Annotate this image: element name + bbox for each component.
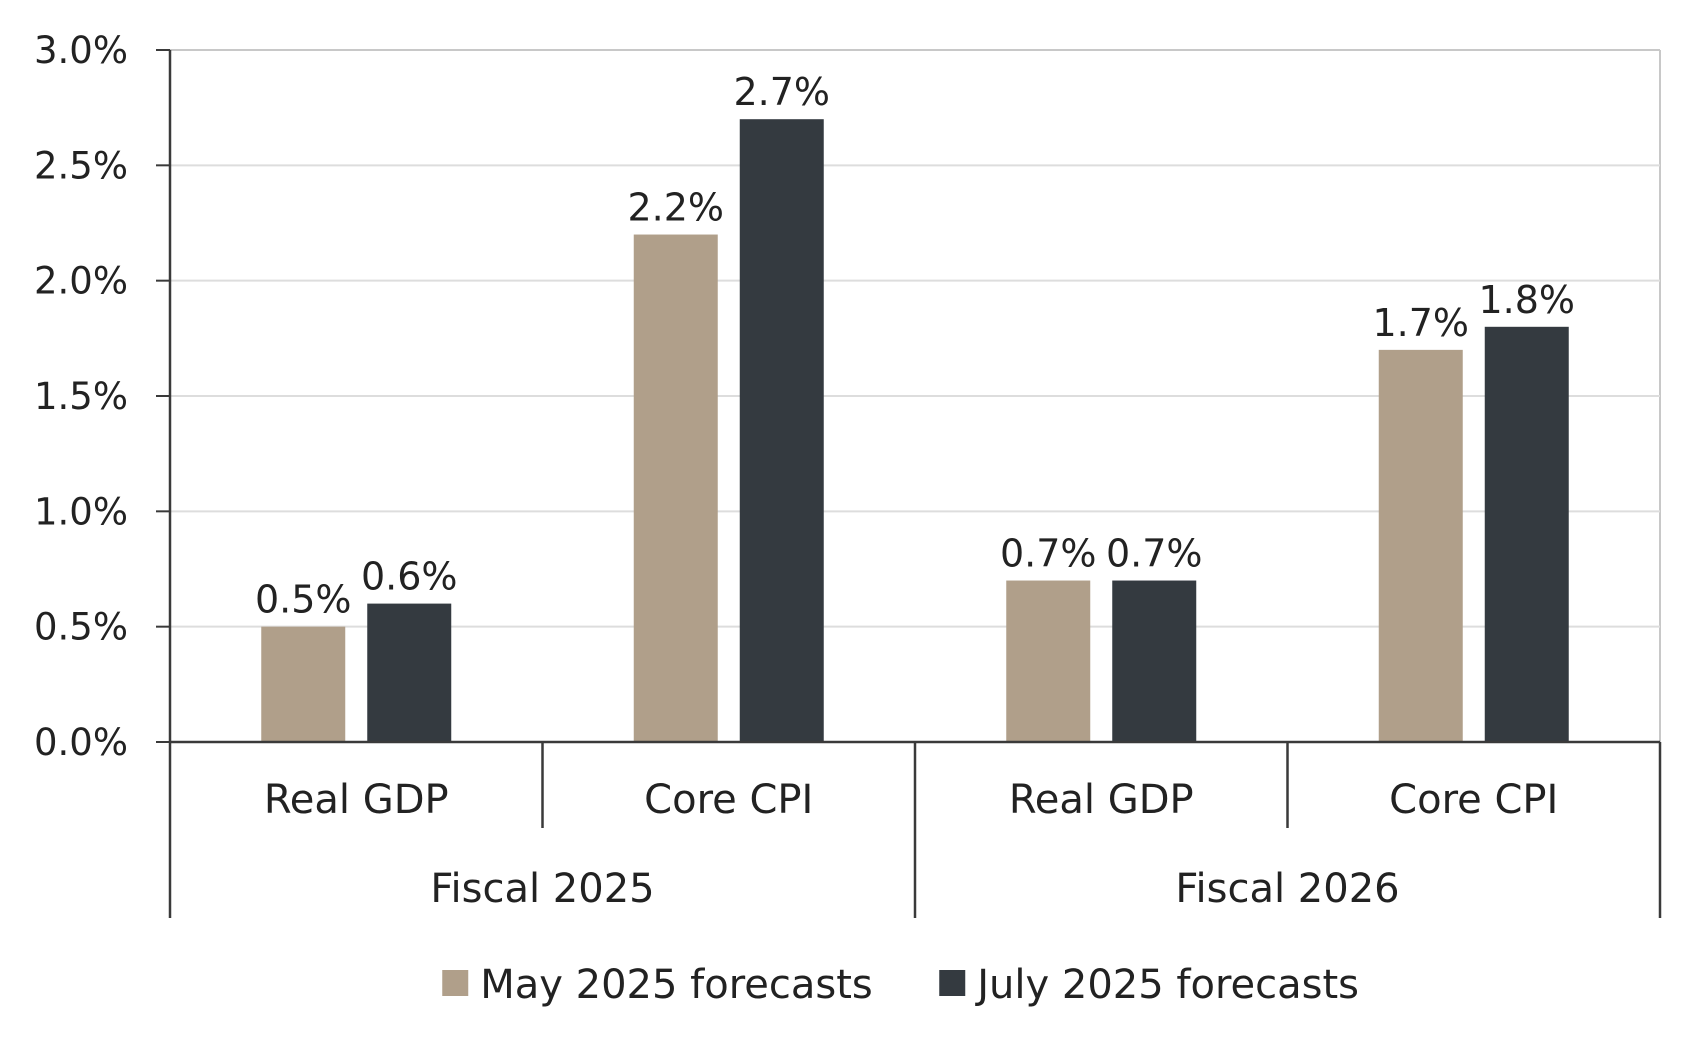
legend-label: July 2025 forecasts: [974, 962, 1359, 1008]
bar-value-label: 0.5%: [255, 578, 352, 622]
legend-swatch: [939, 970, 966, 996]
x-category-label: Core CPI: [1389, 777, 1558, 823]
y-axis: 0.0% 0.5% 1.0% 1.5% 2.0% 2.5% 3.0%: [34, 29, 172, 764]
legend: May 2025 forecasts July 2025 forecasts: [442, 962, 1359, 1008]
y-tick-label: 0.5%: [34, 606, 128, 649]
bar: [1112, 580, 1197, 742]
bar-value-label: 2.7%: [733, 70, 830, 114]
y-tick-label: 2.5%: [34, 144, 128, 187]
legend-label: May 2025 forecasts: [480, 962, 873, 1008]
y-tick-label: 2.0%: [34, 260, 128, 303]
y-tick-label: 3.0%: [34, 29, 128, 72]
bar: [739, 119, 824, 742]
bar: [1378, 349, 1463, 742]
x-group-label: Fiscal 2026: [1175, 866, 1399, 912]
x-category-label: Real GDP: [1009, 777, 1194, 823]
bar: [261, 626, 346, 742]
bar: [1484, 326, 1569, 742]
bar-value-label: 0.6%: [361, 555, 458, 599]
bars: [261, 119, 1569, 743]
bar: [367, 603, 452, 742]
bar-labels: 0.5%0.6% 2.2% 2.7% 0.7% 0.7% 1.7%1.8%: [255, 70, 1575, 621]
bar-value-label: 1.8%: [1478, 278, 1575, 322]
bar-value-label: 1.7%: [1372, 301, 1469, 345]
y-tick-label: 1.0%: [34, 490, 128, 533]
bar-value-label: 2.2%: [627, 186, 724, 230]
y-tick-label: 1.5%: [34, 375, 128, 418]
legend-swatch: [442, 970, 469, 996]
bar-value-label: 0.7%: [1000, 532, 1097, 576]
bar: [633, 234, 718, 743]
y-tick-label: 0.0%: [34, 721, 128, 764]
x-axis: Real GDP Core CPI Real GDP Core CPI Fiscal 2…: [168, 740, 1662, 918]
bar: [1006, 580, 1091, 742]
x-category-label: Real GDP: [264, 777, 449, 823]
x-group-label: Fiscal 2025: [430, 866, 654, 912]
bar-value-label: 0.7%: [1106, 532, 1203, 576]
x-category-label: Core CPI: [644, 777, 813, 823]
